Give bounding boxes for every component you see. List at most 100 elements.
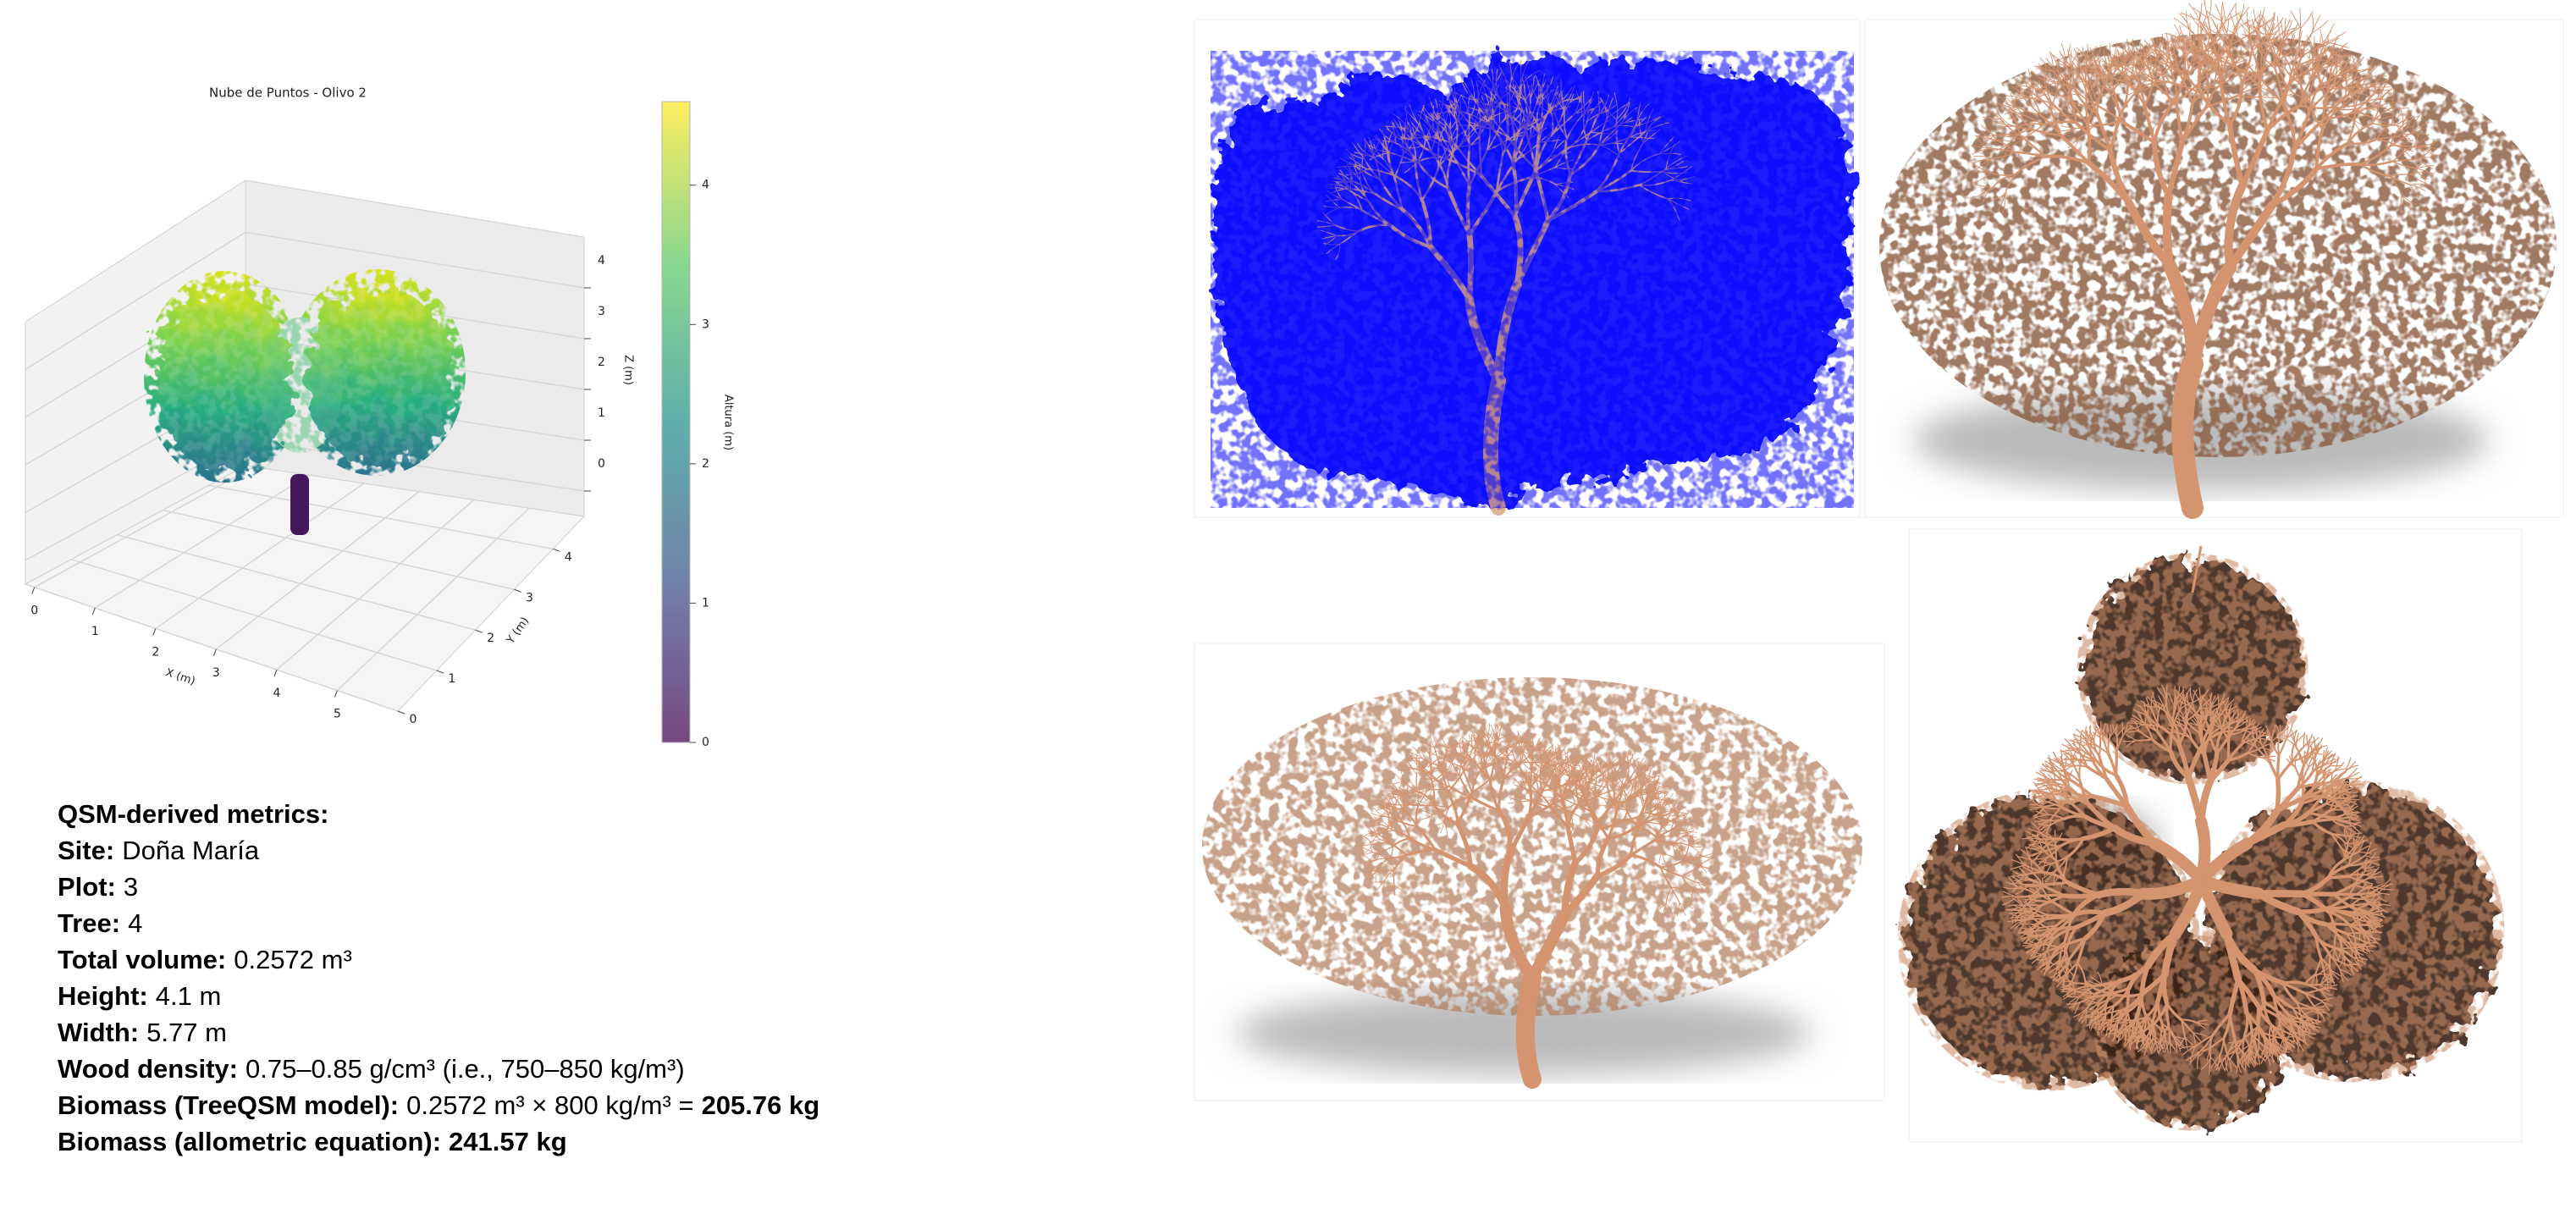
branch: [2162, 191, 2175, 271]
branch: [2149, 837, 2207, 886]
branch: [2364, 941, 2371, 954]
branch: [2365, 58, 2375, 78]
branch: [1521, 779, 1532, 786]
branch: [1640, 777, 1650, 789]
branch: [1664, 814, 1674, 824]
branch: [2308, 83, 2321, 113]
branch: [2358, 845, 2370, 853]
branch: [1520, 776, 1532, 781]
branch: [2041, 792, 2051, 804]
branch: [2292, 117, 2326, 152]
branch: [1376, 805, 1389, 810]
branch: [2346, 69, 2356, 85]
branch: [2066, 1002, 2082, 1005]
branch: [2004, 135, 2024, 140]
branch: [2174, 1036, 2178, 1051]
branch: [1371, 858, 1387, 862]
branch: [2071, 764, 2088, 768]
branch: [2065, 753, 2079, 760]
branch: [2023, 114, 2045, 125]
branch: [2413, 135, 2429, 147]
branch: [2326, 875, 2351, 880]
branch: [2275, 56, 2288, 90]
branch: [2084, 60, 2088, 85]
branch: [2165, 698, 2173, 720]
branch: [1697, 853, 1703, 868]
branch: [2288, 755, 2297, 769]
branch: [1562, 755, 1568, 767]
metrics-heading: QSM-derived metrics:: [58, 799, 329, 829]
branch: [2265, 725, 2272, 739]
branch: [1696, 882, 1709, 888]
branch: [2156, 59, 2181, 71]
branch: [1506, 741, 1514, 753]
branch: [2057, 65, 2068, 80]
branch: [2236, 25, 2241, 42]
branch: [1556, 757, 1560, 770]
branch: [2331, 55, 2345, 68]
branch: [1975, 135, 1996, 137]
branch: [1472, 746, 1485, 760]
branch: [1459, 757, 1465, 776]
branch: [2150, 695, 2153, 710]
branch: [2353, 957, 2366, 965]
branch: [2319, 965, 2331, 975]
branch: [1572, 826, 1580, 837]
branch: [1415, 825, 1437, 852]
left-lobe-fill: [157, 290, 292, 472]
branch: [2397, 133, 2414, 137]
metric-value: 0.75–0.85 g/cm³ (i.e., 750–850 kg/m³): [245, 1054, 685, 1084]
branch: [2033, 908, 2052, 917]
branch: [2010, 908, 2023, 919]
branch: [2229, 709, 2238, 720]
branch: [2123, 802, 2159, 847]
branch: [1547, 744, 1553, 757]
branch: [1514, 737, 1522, 750]
branch: [2190, 13, 2202, 29]
branch: [2161, 74, 2172, 107]
branch: [2025, 830, 2039, 840]
colorbar: [661, 101, 691, 743]
branch: [1574, 758, 1579, 770]
branch: [1485, 742, 1498, 745]
branch: [1580, 782, 1592, 791]
branch: [1441, 744, 1456, 750]
branch: [1686, 890, 1699, 893]
metric-value: Doña María: [122, 836, 260, 865]
branch: [2112, 90, 2122, 122]
branch: [2390, 113, 2402, 125]
branch: [2265, 30, 2280, 39]
branch: [1611, 787, 1619, 798]
branch: [2165, 1040, 2176, 1049]
branch: [2184, 36, 2189, 55]
branch: [2033, 778, 2051, 781]
metric-value: 5.77 m: [146, 1018, 227, 1047]
branch: [1650, 779, 1660, 789]
branch: [2243, 1035, 2253, 1052]
branch: [2274, 58, 2286, 69]
branch: [2345, 817, 2358, 822]
branch: [2017, 930, 2032, 933]
branch: [1371, 847, 1382, 853]
branch: [2355, 948, 2368, 954]
branch: [1568, 766, 1578, 776]
branch: [2373, 74, 2376, 94]
branch: [2291, 48, 2298, 74]
branch: [1376, 858, 1387, 871]
x-tick-label: 2: [152, 645, 159, 659]
branch: [2045, 58, 2059, 72]
branch: [2010, 92, 2015, 112]
branch: [2022, 942, 2038, 947]
branch: [2304, 992, 2322, 1002]
branch: [2314, 141, 2350, 171]
branch: [1496, 758, 1509, 761]
branch: [2209, 720, 2220, 728]
branch: [1640, 792, 1645, 809]
branch: [1512, 740, 1514, 753]
branch: [1611, 766, 1621, 782]
branch: [2338, 796, 2351, 799]
branch: [2200, 1057, 2211, 1070]
branch: [2143, 700, 2148, 715]
branch: [2152, 59, 2168, 62]
